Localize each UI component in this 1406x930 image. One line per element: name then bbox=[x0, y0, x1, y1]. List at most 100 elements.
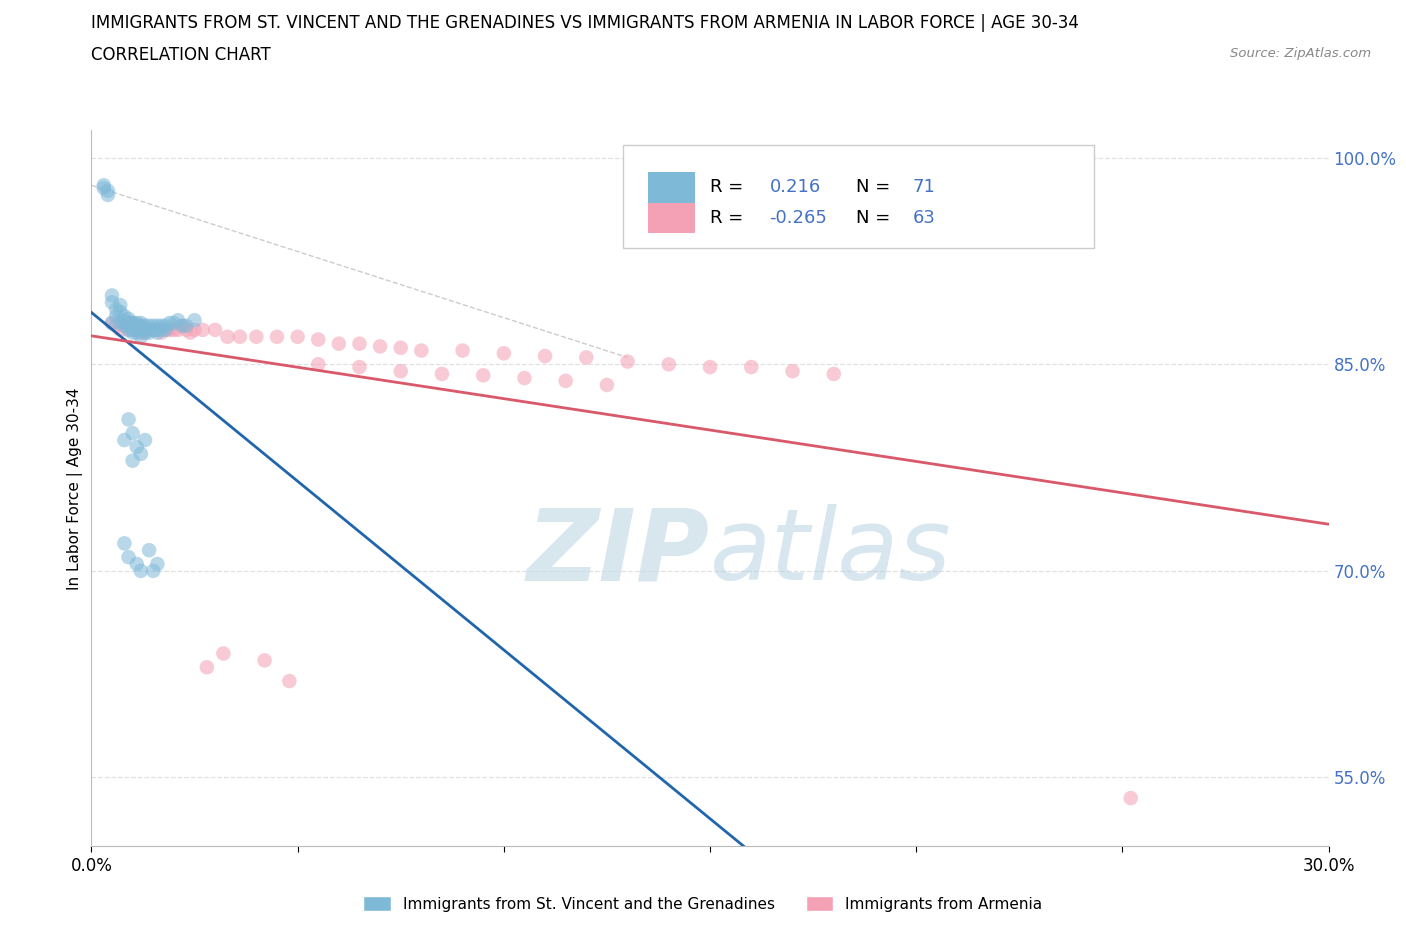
Point bbox=[142, 323, 165, 338]
Point bbox=[150, 323, 173, 338]
Point bbox=[117, 412, 139, 427]
Point bbox=[349, 360, 371, 375]
Point bbox=[159, 315, 181, 330]
Point bbox=[174, 323, 197, 338]
Text: N =: N = bbox=[856, 209, 896, 227]
Point bbox=[93, 180, 115, 195]
Point bbox=[146, 323, 169, 338]
Point bbox=[117, 315, 139, 330]
Point bbox=[307, 357, 329, 372]
Point bbox=[129, 323, 152, 338]
Point bbox=[159, 323, 181, 338]
Point bbox=[554, 374, 576, 389]
Point bbox=[146, 326, 169, 340]
Point bbox=[110, 315, 132, 330]
Point bbox=[138, 326, 160, 340]
Point bbox=[117, 315, 139, 330]
Point bbox=[110, 323, 132, 338]
Point bbox=[110, 298, 132, 312]
Point bbox=[287, 329, 309, 344]
Point bbox=[93, 178, 115, 193]
Point bbox=[117, 318, 139, 333]
Text: Source: ZipAtlas.com: Source: ZipAtlas.com bbox=[1230, 46, 1371, 60]
Legend: Immigrants from St. Vincent and the Grenadines, Immigrants from Armenia: Immigrants from St. Vincent and the Gren… bbox=[357, 890, 1049, 918]
Point bbox=[112, 318, 135, 333]
Point bbox=[117, 318, 139, 333]
Point bbox=[245, 329, 267, 344]
Point bbox=[146, 323, 169, 338]
Y-axis label: In Labor Force | Age 30-34: In Labor Force | Age 30-34 bbox=[67, 387, 83, 590]
Point bbox=[782, 364, 804, 379]
Point bbox=[179, 326, 201, 340]
Point bbox=[513, 371, 536, 386]
Point bbox=[129, 315, 152, 330]
Point bbox=[740, 360, 762, 375]
Point bbox=[146, 318, 169, 333]
Text: -0.265: -0.265 bbox=[769, 209, 827, 227]
Point bbox=[328, 337, 350, 352]
FancyBboxPatch shape bbox=[623, 144, 1094, 248]
Text: 63: 63 bbox=[912, 209, 936, 227]
Point bbox=[105, 318, 128, 333]
Point bbox=[129, 323, 152, 338]
Point bbox=[117, 550, 139, 565]
Point bbox=[575, 350, 598, 365]
Point bbox=[129, 318, 152, 333]
Point bbox=[121, 323, 143, 338]
Point bbox=[138, 323, 160, 338]
Point bbox=[138, 323, 160, 338]
Point bbox=[146, 556, 169, 571]
Point bbox=[121, 426, 143, 441]
Point bbox=[430, 366, 453, 381]
Point bbox=[129, 326, 152, 340]
Point bbox=[129, 564, 152, 578]
Point bbox=[117, 312, 139, 326]
Text: IMMIGRANTS FROM ST. VINCENT AND THE GRENADINES VS IMMIGRANTS FROM ARMENIA IN LAB: IMMIGRANTS FROM ST. VINCENT AND THE GREN… bbox=[91, 14, 1080, 32]
Point bbox=[112, 536, 135, 551]
Point bbox=[97, 183, 120, 198]
Point bbox=[1119, 790, 1142, 805]
Point bbox=[195, 660, 218, 675]
Text: 71: 71 bbox=[912, 179, 936, 196]
Point bbox=[616, 354, 638, 369]
Point bbox=[142, 318, 165, 333]
Point bbox=[492, 346, 515, 361]
Point bbox=[411, 343, 433, 358]
Point bbox=[134, 318, 156, 333]
Point bbox=[134, 326, 156, 340]
Text: ZIP: ZIP bbox=[527, 504, 710, 601]
Point bbox=[112, 315, 135, 330]
Point bbox=[134, 326, 156, 340]
Point bbox=[217, 329, 239, 344]
Point bbox=[349, 337, 371, 352]
Point bbox=[129, 446, 152, 461]
Point bbox=[534, 349, 557, 364]
FancyBboxPatch shape bbox=[648, 172, 695, 203]
Point bbox=[129, 329, 152, 344]
Text: 0.216: 0.216 bbox=[769, 179, 821, 196]
Point bbox=[163, 315, 186, 330]
Point bbox=[658, 357, 681, 372]
Point bbox=[105, 302, 128, 317]
Point bbox=[112, 315, 135, 330]
Text: N =: N = bbox=[856, 179, 896, 196]
Point bbox=[121, 453, 143, 468]
Point bbox=[121, 323, 143, 338]
Point bbox=[229, 329, 252, 344]
Point bbox=[150, 318, 173, 333]
Point bbox=[110, 304, 132, 319]
Point bbox=[138, 318, 160, 333]
Point bbox=[125, 318, 148, 333]
Point bbox=[101, 288, 124, 303]
Point bbox=[183, 312, 205, 327]
Point bbox=[163, 323, 186, 338]
Point bbox=[266, 329, 288, 344]
FancyBboxPatch shape bbox=[648, 204, 695, 233]
Point bbox=[117, 323, 139, 338]
Point bbox=[142, 323, 165, 338]
Point bbox=[125, 318, 148, 333]
Point bbox=[389, 340, 412, 355]
Point bbox=[134, 323, 156, 338]
Text: atlas: atlas bbox=[710, 504, 952, 601]
Point bbox=[596, 378, 619, 392]
